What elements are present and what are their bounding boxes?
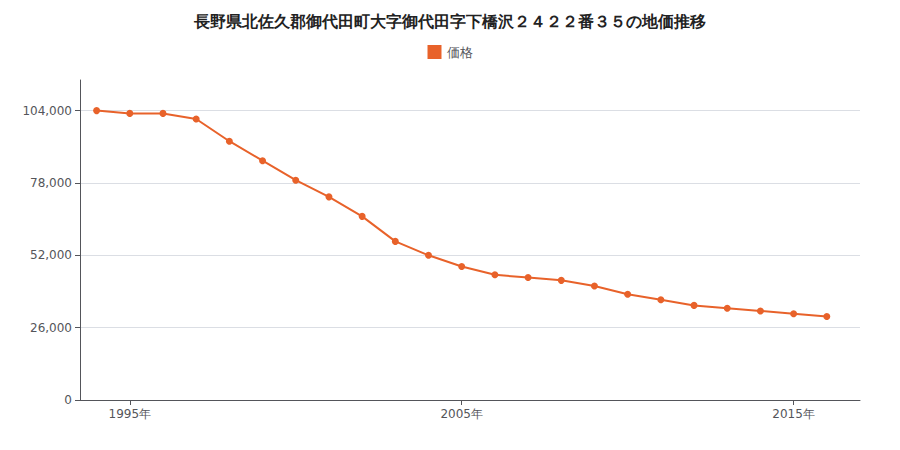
svg-text:104,000: 104,000 xyxy=(22,104,72,118)
svg-text:52,000: 52,000 xyxy=(30,248,72,262)
svg-text:26,000: 26,000 xyxy=(30,321,72,335)
svg-text:2015年: 2015年 xyxy=(772,407,815,421)
svg-text:78,000: 78,000 xyxy=(30,176,72,190)
svg-text:0: 0 xyxy=(64,393,72,407)
svg-text:価格: 価格 xyxy=(447,45,473,60)
svg-text:2005年: 2005年 xyxy=(440,407,483,421)
svg-text:長野県北佐久郡御代田町大字御代田字下橋沢２４２２番３５の地価: 長野県北佐久郡御代田町大字御代田字下橋沢２４２２番３５の地価推移 xyxy=(193,12,706,31)
svg-text:1995年: 1995年 xyxy=(109,407,152,421)
